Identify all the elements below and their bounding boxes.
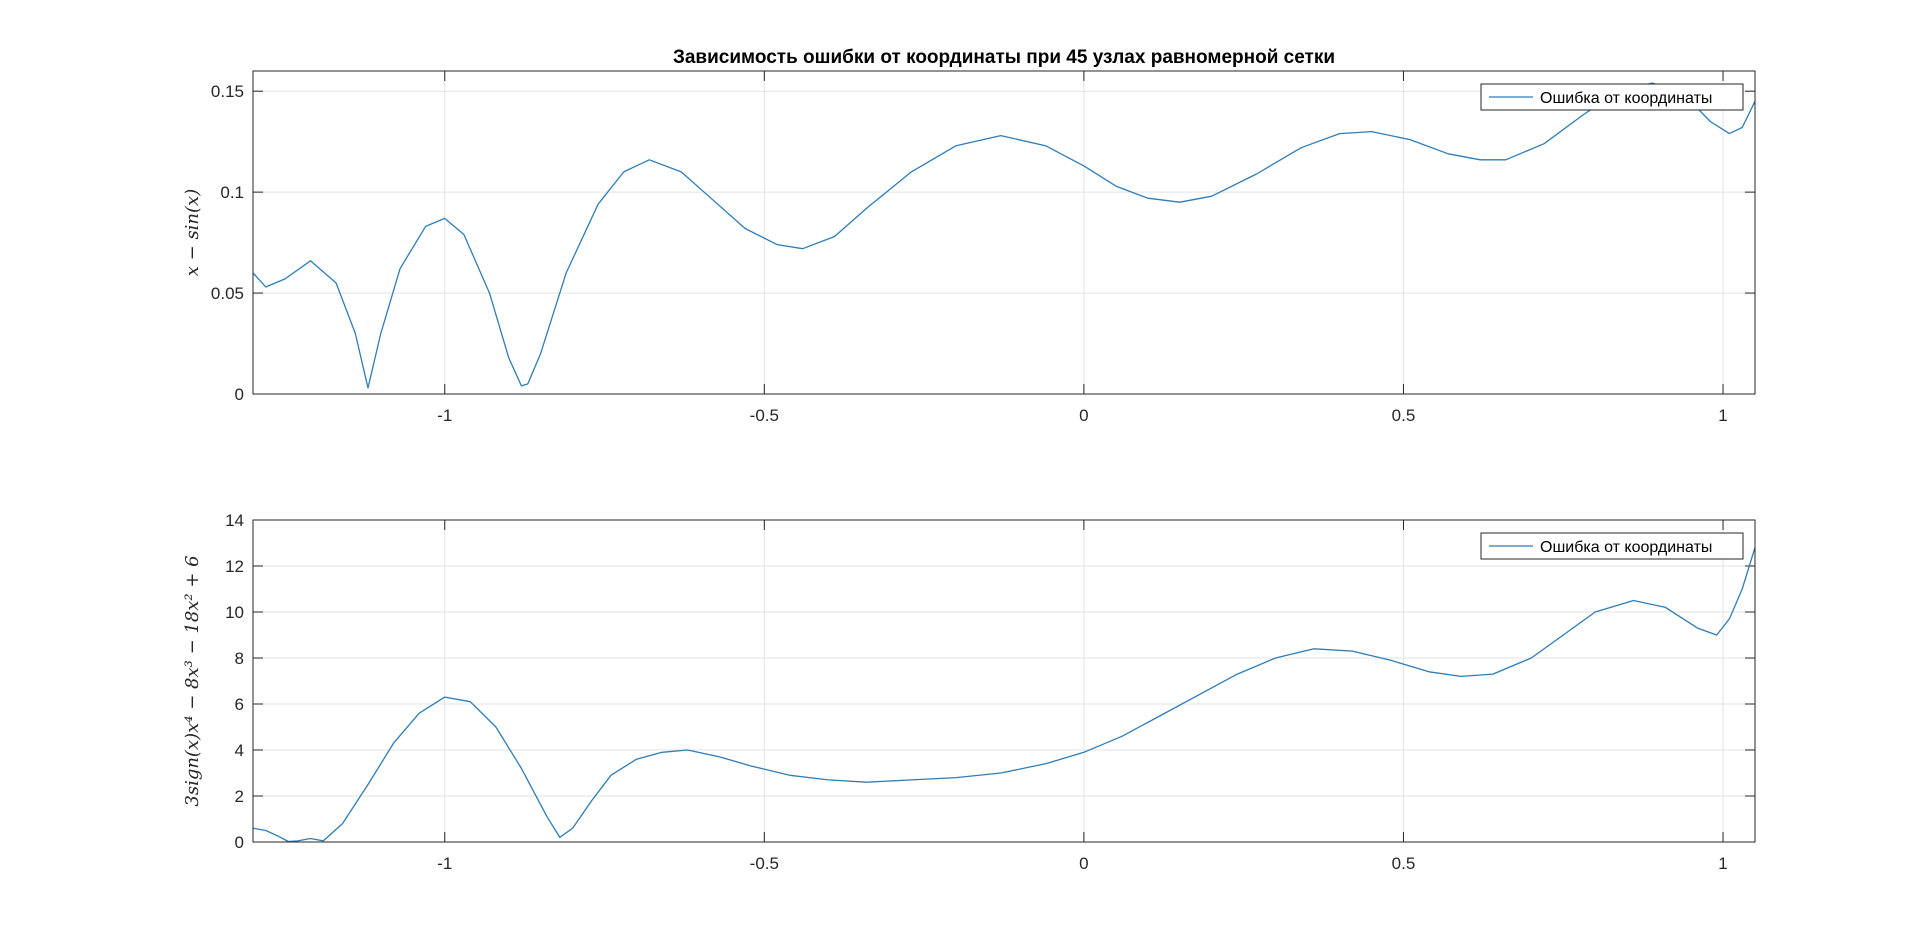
legend-entry: Ошибка от координаты [1540, 90, 1712, 107]
x-tick-label: 1 [1718, 854, 1727, 873]
y-axis-label: x − sin(x) [182, 189, 203, 276]
x-tick-label: -0.5 [750, 854, 779, 873]
y-tick-label: 0.05 [211, 284, 244, 303]
series-line [252, 547, 1756, 843]
y-tick-label: 2 [235, 787, 244, 806]
x-tick-label: -1 [437, 406, 452, 425]
y-tick-label: 0 [235, 385, 244, 404]
x-tick-label: 0.5 [1392, 854, 1416, 873]
y-tick-label: 4 [235, 741, 244, 760]
y-axis-label: 3sign(x)x⁴ − 8x³ − 18x² + 6 [182, 555, 203, 806]
x-tick-label: 0 [1079, 406, 1088, 425]
y-tick-label: 10 [225, 603, 244, 622]
y-tick-label: 0 [235, 833, 244, 852]
chart-title: Зависимость ошибки от координаты при 45 … [673, 47, 1335, 68]
x-tick-label: 1 [1718, 406, 1727, 425]
error-plot-sin: -1 -0.5 0 0.5 1 0 0.05 0.1 0.15 x − sin(x) Зависим… [182, 47, 1756, 425]
legend: Ошибка от координаты [1480, 83, 1744, 111]
y-tick-label: 8 [235, 649, 244, 668]
y-tick-label: 12 [225, 557, 244, 576]
x-tick-label: 0 [1079, 854, 1088, 873]
legend-entry: Ошибка от координаты [1540, 539, 1712, 556]
y-tick-label: 6 [235, 695, 244, 714]
series-line [252, 82, 1756, 389]
y-tick-label: 14 [225, 511, 244, 530]
x-tick-label: 0.5 [1392, 406, 1416, 425]
y-tick-label: 0.1 [220, 183, 244, 202]
plot-area [253, 71, 1755, 394]
axes-box [252, 70, 1756, 395]
y-tick-label: 0.15 [211, 82, 244, 101]
plot-area [253, 520, 1755, 842]
axes-box [252, 519, 1756, 843]
x-tick-label: -0.5 [750, 406, 779, 425]
legend: Ошибка от координаты [1480, 532, 1744, 560]
x-tick-label: -1 [437, 854, 452, 873]
